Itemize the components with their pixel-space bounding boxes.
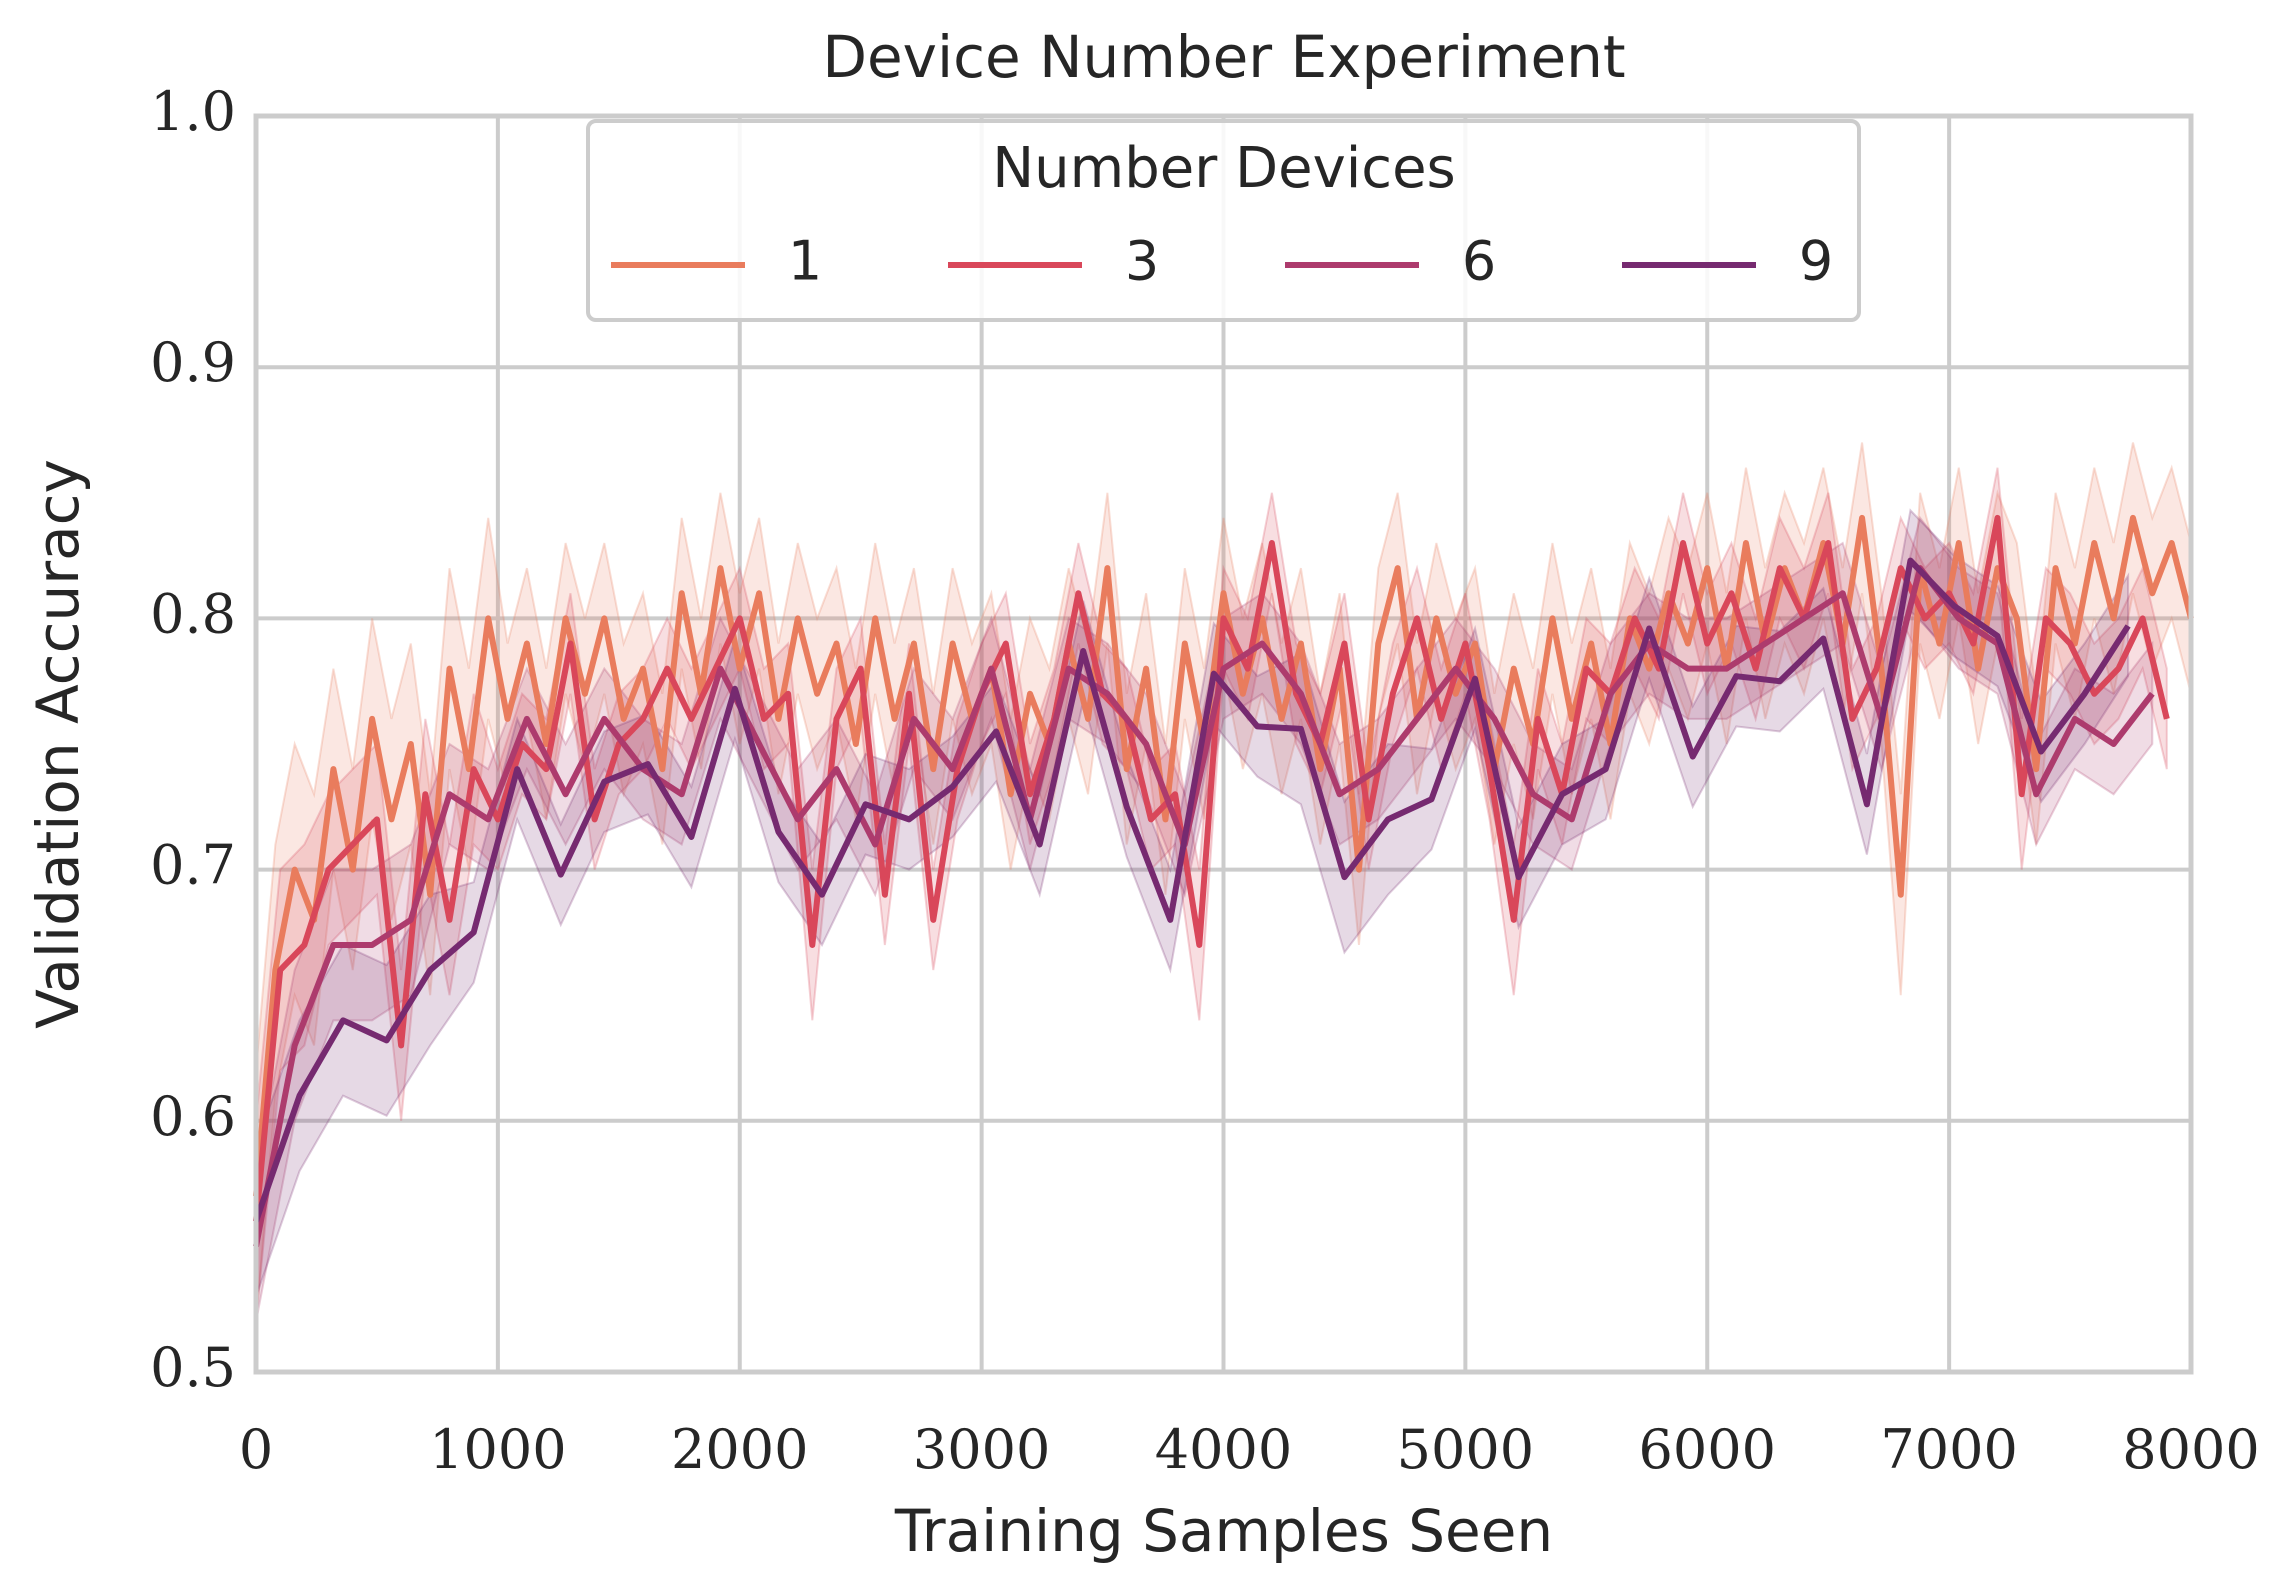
lines	[253, 514, 2194, 1247]
x-tick-label: 7000	[1880, 1418, 2017, 1481]
legend-label: 6	[1462, 230, 1496, 293]
x-tick-label: 0	[239, 1418, 273, 1481]
y-tick-label: 0.9	[150, 331, 236, 394]
series-line	[253, 565, 2155, 1247]
confidence-band	[255, 515, 2154, 1322]
x-tick-label: 4000	[1155, 1418, 1292, 1481]
series-line	[253, 557, 2131, 1223]
x-tick-label: 2000	[671, 1418, 808, 1481]
x-axis-label: Training Samples Seen	[894, 1497, 1553, 1565]
x-tick-label: 6000	[1639, 1418, 1776, 1481]
legend-label: 1	[788, 230, 822, 293]
legend: Number Devices 1 3 6 9	[586, 119, 1861, 322]
legend-label: 9	[1799, 230, 1833, 293]
y-tick-label: 0.7	[150, 834, 236, 897]
y-tick-label: 0.6	[150, 1085, 236, 1148]
x-tick-label: 8000	[2122, 1418, 2259, 1481]
plot-frame	[253, 113, 2194, 1375]
series-line	[253, 514, 2194, 1197]
y-tick-label: 0.8	[150, 582, 236, 645]
legend-box	[586, 119, 1861, 322]
confidence-band	[255, 467, 2168, 1322]
legend-label: 3	[1125, 230, 1159, 293]
y-axis-label: Validation Accuracy	[24, 459, 92, 1029]
series-line	[253, 514, 2170, 1222]
x-tick-label: 3000	[913, 1418, 1050, 1481]
ticks: 0.5 0.6 0.7 0.8 0.9 1.0 0 1000 2000 3000 4000 5000 6…	[150, 80, 2260, 1481]
legend-title: Number Devices	[992, 136, 1455, 201]
chart-title: Device Number Experiment	[822, 23, 1625, 91]
x-tick-label: 1000	[429, 1418, 566, 1481]
y-tick-label: 1.0	[150, 80, 236, 143]
x-tick-label: 5000	[1397, 1418, 1534, 1481]
confidence-band	[255, 508, 2130, 1297]
y-tick-label: 0.5	[150, 1336, 236, 1399]
